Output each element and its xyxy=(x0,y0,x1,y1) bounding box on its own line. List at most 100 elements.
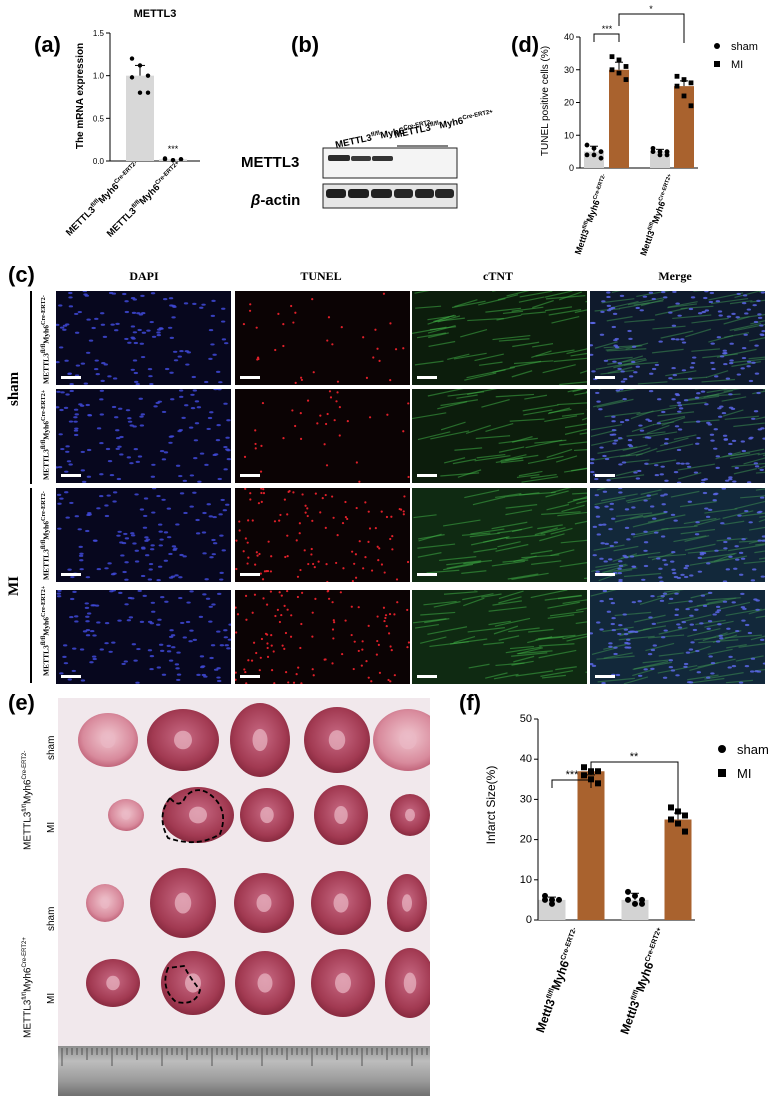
data-point xyxy=(616,57,622,63)
panel-a-ylabel: The mRNA expression xyxy=(75,43,86,149)
svg-text:METTL3fl/flMyh6Cre-ERT2+: METTL3fl/flMyh6Cre-ERT2+ xyxy=(105,160,185,240)
panel-e-row-mi-1: MI xyxy=(46,821,57,833)
panel-e-label: (e) xyxy=(8,690,35,715)
data-point xyxy=(556,896,562,903)
data-point xyxy=(591,152,597,158)
svg-text:Mettl3fl/flMyh6Cre-ERT2-: Mettl3fl/flMyh6Cre-ERT2- xyxy=(533,926,584,1035)
heart-lumen xyxy=(399,730,417,750)
panel-b-label: (b) xyxy=(291,32,320,57)
panel-d-bars xyxy=(584,54,694,168)
legend-sham-label: sham xyxy=(731,41,758,53)
data-point xyxy=(588,776,594,783)
data-point xyxy=(581,772,587,779)
data-point xyxy=(581,764,587,771)
micrograph-tunel-row-4 xyxy=(235,590,410,684)
scale-bar xyxy=(417,376,437,379)
heart-lumen xyxy=(334,806,348,824)
panel-d-ylabel: TUNEL positive cells (%) xyxy=(540,46,551,156)
data-point xyxy=(542,896,548,903)
data-point xyxy=(549,900,555,907)
scale-bar xyxy=(595,573,615,576)
data-point xyxy=(688,80,694,86)
data-point xyxy=(598,155,604,161)
data-point xyxy=(591,145,597,151)
scale-bar xyxy=(417,573,437,576)
data-point xyxy=(145,73,151,78)
panel-e-photo xyxy=(58,698,443,1096)
blot-bands-actin xyxy=(326,189,454,198)
data-point xyxy=(639,900,645,907)
data-point xyxy=(609,54,615,60)
bar-MI xyxy=(664,819,692,920)
blot-label-actin: β-actin xyxy=(250,192,300,209)
data-point xyxy=(137,90,143,95)
heart-lumen xyxy=(328,730,346,750)
svg-text:Mettl3fl/flMyh6Cre-ERT2+: Mettl3fl/flMyh6Cre-ERT2+ xyxy=(638,173,677,257)
scale-bar xyxy=(240,474,260,477)
micrograph-merge-row-1 xyxy=(590,291,765,385)
bar-MI xyxy=(577,771,605,920)
data-point xyxy=(162,156,168,161)
panel-f-xlabel-ctrl: Mettl3fl/flMyh6Cre-ERT2- xyxy=(533,926,584,1035)
y-tick-label: 0.5 xyxy=(93,114,105,123)
data-point xyxy=(674,83,680,89)
y-tick-label: 30 xyxy=(564,65,574,75)
scale-bar xyxy=(240,573,260,576)
y-tick-label: 1.5 xyxy=(93,29,105,38)
data-point xyxy=(681,93,687,99)
data-point xyxy=(129,75,135,80)
heart-lumen xyxy=(185,973,201,993)
col-header-ctnt: cTNT xyxy=(483,269,513,283)
heart-lumen xyxy=(174,730,192,750)
panel-e-genotype-ctrl: METTL3fl/flMyh6Cre-ERT2- xyxy=(22,750,34,850)
data-point xyxy=(584,152,590,158)
y-tick-label: 10 xyxy=(564,130,574,140)
heart-lumen xyxy=(402,894,412,912)
legend-f-mi-label: MI xyxy=(737,766,751,781)
data-point xyxy=(650,149,656,155)
data-point xyxy=(625,896,631,903)
panel-f-ylabel: Infarct Size(%) xyxy=(484,766,498,845)
data-point xyxy=(682,828,688,835)
scale-bar xyxy=(595,675,615,678)
micrograph-tunel-row-1 xyxy=(235,291,410,385)
heart-lumen xyxy=(403,972,417,994)
data-point xyxy=(616,70,622,76)
micrograph-ctnt-row-1 xyxy=(412,291,587,385)
y-tick-label: 0 xyxy=(569,163,574,173)
panel-d-sig-1: *** xyxy=(593,24,620,42)
svg-text:**: ** xyxy=(630,751,639,763)
infarct-outline-2 xyxy=(164,965,201,1004)
data-point xyxy=(598,149,604,155)
heart-lumen xyxy=(100,897,110,909)
ruler xyxy=(58,1046,433,1096)
panel-a-title: METTL3 xyxy=(134,8,177,20)
blot-label-mettl3: METTL3 xyxy=(241,154,299,171)
heart-lumen xyxy=(335,972,351,994)
panel-f-xlabel-ko: Mettl3fl/flMyh6Cre-ERT2+ xyxy=(617,927,663,1037)
scale-bar xyxy=(61,474,81,477)
panel-e-genotype-ko: METTL3fl/flMyh6Cre-ERT2+ xyxy=(22,937,34,1038)
panel-f-label: (f) xyxy=(459,690,481,715)
col-header-dapi: DAPI xyxy=(129,269,159,283)
heart-lumen xyxy=(260,806,274,824)
bar-sham xyxy=(538,899,566,920)
data-point xyxy=(688,103,694,109)
y-tick-label: 40 xyxy=(520,753,532,765)
y-tick-label: 0 xyxy=(526,914,532,926)
panel-d-chart: TUNEL positive cells (%) 0 10 20 30 40 *** *… xyxy=(540,4,758,257)
data-point xyxy=(145,90,151,95)
panel-c-label: (c) xyxy=(8,262,35,287)
y-tick-label: 20 xyxy=(564,98,574,108)
group-bracket-mi xyxy=(30,488,32,683)
panel-f-sig-2: ** xyxy=(590,751,679,812)
group-bracket-sham xyxy=(30,291,32,484)
data-point xyxy=(674,73,680,79)
y-tick-label: 40 xyxy=(564,32,574,42)
data-point xyxy=(623,77,629,82)
bar xyxy=(126,75,154,161)
panel-d-ticks: 0 10 20 30 40 xyxy=(564,32,580,173)
data-point xyxy=(675,820,681,827)
legend-f-mi-marker xyxy=(718,769,726,777)
svg-text:***: *** xyxy=(602,24,613,34)
